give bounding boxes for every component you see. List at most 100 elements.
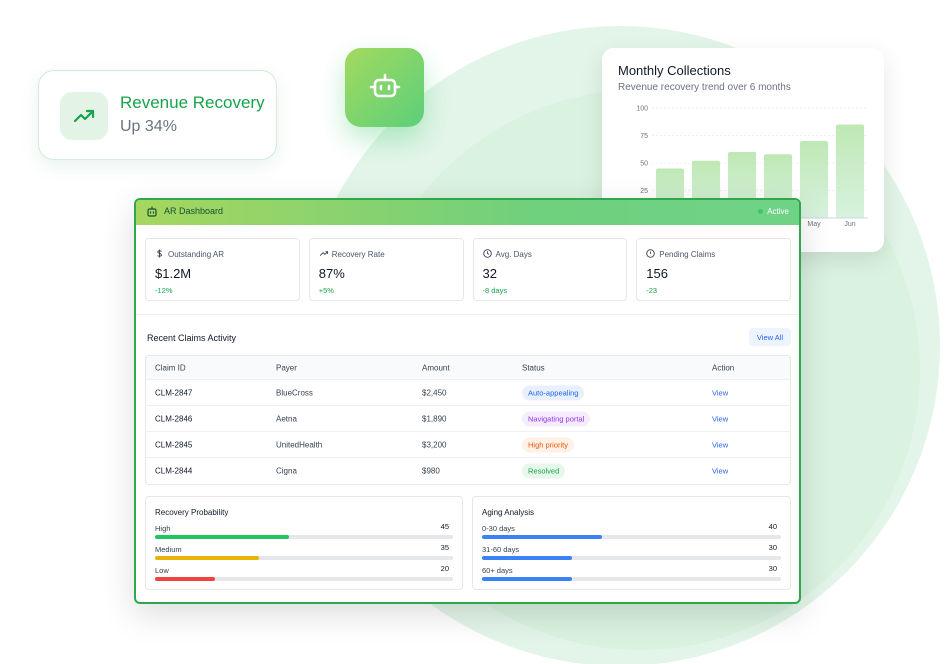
bar-value: 30 bbox=[768, 543, 777, 552]
metric-delta: +5% bbox=[318, 286, 334, 295]
trend-icon bbox=[319, 251, 328, 256]
claim-id: CLM-2844 bbox=[155, 466, 193, 476]
aging-row-31-60: 31-60 days 30 bbox=[482, 543, 781, 563]
metric-card-outstanding-ar: Outstanding AR $1.2M -12% bbox=[145, 238, 300, 301]
claim-id: CLM-2846 bbox=[155, 414, 193, 423]
bar-value: 20 bbox=[440, 564, 449, 573]
metric-value: 32 bbox=[482, 266, 497, 281]
bar-may bbox=[799, 141, 829, 218]
progress-fill bbox=[482, 577, 572, 581]
dashboard-title: AR Dashboard bbox=[164, 206, 224, 216]
column-header: Action bbox=[712, 363, 735, 372]
panel-title: Recovery Probability bbox=[155, 508, 229, 517]
table-row: CLM-2845 UnitedHealth $3,200 High priori… bbox=[146, 432, 790, 458]
probability-row-low: Low 20 bbox=[155, 564, 453, 584]
bar-jun bbox=[835, 124, 865, 218]
metric-value: 87% bbox=[318, 266, 345, 281]
column-header: Amount bbox=[422, 363, 450, 372]
metric-label: Avg. Days bbox=[495, 250, 532, 259]
panel-title: Aging Analysis bbox=[482, 508, 535, 517]
progress-track bbox=[155, 535, 453, 539]
payer: Cigna bbox=[276, 466, 297, 476]
metric-delta: -12% bbox=[155, 286, 173, 295]
revenue-recovery-subtitle: Up 34% bbox=[120, 118, 177, 135]
aging-analysis-panel: Aging Analysis 0-30 days 40 31-60 days 3… bbox=[472, 496, 791, 590]
clock-icon bbox=[482, 249, 492, 258]
dashboard-header: AR Dashboard Active bbox=[136, 200, 799, 225]
column-header: Status bbox=[522, 363, 545, 372]
table-row: CLM-2844 Cigna $980 Resolved View bbox=[146, 458, 790, 484]
bar-value: 35 bbox=[440, 543, 449, 552]
claim-id: CLM-2847 bbox=[155, 388, 193, 397]
y-tick-label: 100 bbox=[636, 106, 648, 113]
payer: Aetna bbox=[276, 414, 297, 423]
metric-card-recovery-rate: Recovery Rate 87% +5% bbox=[308, 238, 464, 301]
robot-icon bbox=[147, 206, 157, 217]
metric-card-avg-days: Avg. Days 32 -8 days bbox=[472, 238, 628, 301]
progress-fill bbox=[155, 577, 215, 581]
y-tick-label: 50 bbox=[640, 161, 648, 168]
metric-label: Recovery Rate bbox=[331, 250, 385, 259]
status-badge: Resolved bbox=[522, 463, 566, 479]
view-link[interactable]: View bbox=[712, 466, 729, 476]
y-tick-label: 75 bbox=[640, 133, 648, 140]
bar-label: Low bbox=[155, 566, 169, 575]
metric-value: $1.2M bbox=[155, 266, 192, 281]
payer: UnitedHealth bbox=[276, 440, 323, 449]
revenue-recovery-title: Revenue Recovery bbox=[120, 93, 265, 112]
amount: $980 bbox=[422, 466, 440, 476]
progress-track bbox=[482, 577, 781, 581]
metric-card-pending-claims: Pending Claims 156 -23 bbox=[636, 238, 791, 301]
metric-label: Outstanding AR bbox=[168, 250, 225, 259]
bar-value: 40 bbox=[768, 522, 777, 531]
table-row: CLM-2846 Aetna $1,890 Navigating portal … bbox=[146, 406, 790, 432]
y-tick-label: 25 bbox=[640, 188, 648, 195]
trending-up-icon bbox=[60, 92, 108, 140]
metric-delta: -8 days bbox=[482, 286, 508, 295]
progress-fill bbox=[155, 556, 260, 560]
bar-label: Medium bbox=[155, 545, 182, 554]
progress-fill bbox=[155, 535, 290, 539]
view-all-button[interactable]: View All bbox=[749, 328, 791, 346]
amount: $1,890 bbox=[422, 414, 447, 423]
claims-table: Claim ID Payer Amount Status Action CLM-… bbox=[145, 355, 791, 485]
bar-label: High bbox=[155, 524, 171, 533]
monthly-collections-title: Monthly Collections bbox=[618, 63, 731, 78]
progress-track bbox=[482, 535, 781, 539]
view-link[interactable]: View bbox=[712, 414, 729, 423]
aging-row-0-30: 0-30 days 40 bbox=[482, 522, 781, 542]
payer: BlueCross bbox=[276, 388, 313, 397]
recovery-probability-panel: Recovery Probability High 45 Medium 35 L… bbox=[145, 496, 463, 590]
status-badge: Auto-appealing bbox=[522, 385, 585, 400]
view-link[interactable]: View bbox=[712, 388, 729, 397]
status-label: Active bbox=[767, 207, 789, 216]
monthly-collections-subtitle: Revenue recovery trend over 6 months bbox=[618, 82, 791, 93]
bar-value: 30 bbox=[768, 564, 777, 573]
probability-row-medium: Medium 35 bbox=[155, 543, 453, 563]
aging-row-60-plus: 60+ days 30 bbox=[482, 564, 781, 584]
amount: $3,200 bbox=[422, 440, 447, 449]
x-tick-label: May bbox=[807, 221, 821, 228]
bar-label: 31-60 days bbox=[482, 545, 520, 554]
metric-value: 156 bbox=[646, 266, 668, 281]
table-header-row: Claim ID Payer Amount Status Action bbox=[146, 356, 790, 380]
progress-fill bbox=[482, 535, 602, 539]
metrics-row: Outstanding AR $1.2M -12% Recovery Rate … bbox=[145, 238, 791, 301]
dollar-icon bbox=[157, 249, 162, 258]
probability-row-high: High 45 bbox=[155, 522, 453, 542]
amount: $2,450 bbox=[422, 388, 447, 397]
progress-fill bbox=[482, 556, 572, 560]
metric-delta: -23 bbox=[646, 286, 658, 295]
column-header: Payer bbox=[276, 363, 297, 372]
progress-track bbox=[482, 556, 781, 560]
bar-label: 60+ days bbox=[482, 566, 513, 575]
bar-label: 0-30 days bbox=[482, 524, 515, 533]
metric-label: Pending Claims bbox=[659, 250, 716, 259]
recent-claims-title: Recent Claims Activity bbox=[147, 333, 237, 343]
revenue-recovery-card: Revenue Recovery Up 34% bbox=[38, 70, 277, 160]
status-badge: Navigating portal bbox=[522, 411, 591, 426]
robot-tile bbox=[345, 48, 424, 127]
view-link[interactable]: View bbox=[712, 440, 729, 449]
alert-circle-icon bbox=[646, 249, 655, 258]
status-badge: High priority bbox=[522, 437, 575, 452]
